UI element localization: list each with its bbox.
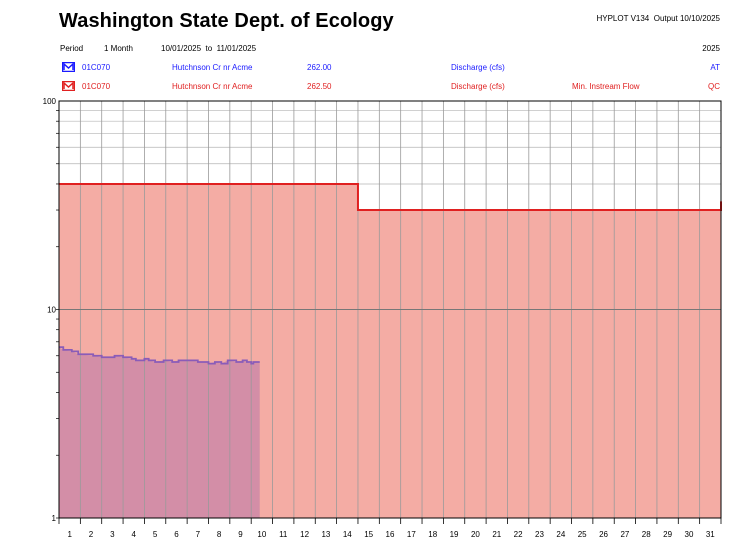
x-tick-label: 20 bbox=[471, 530, 480, 539]
x-tick-label: 11 bbox=[279, 530, 288, 539]
legend-station-1: 01C070 bbox=[82, 63, 111, 72]
series-area-discharge bbox=[59, 347, 260, 518]
series-line-discharge bbox=[59, 346, 260, 365]
legend-code-1: 262.00 bbox=[307, 63, 332, 72]
x-tick-label: 19 bbox=[450, 530, 459, 539]
year-label: 2025 bbox=[702, 44, 720, 53]
x-tick-label: 12 bbox=[300, 530, 309, 539]
program-version: HYPLOT V134 bbox=[596, 14, 650, 23]
y-tick-label: 10 bbox=[47, 306, 56, 315]
legend-note-2: Min. Instream Flow bbox=[572, 82, 640, 91]
y-axis-ticks: 1 10 100 bbox=[43, 97, 59, 523]
x-tick-label: 7 bbox=[196, 530, 201, 539]
series-areas bbox=[59, 183, 721, 518]
legend-param-2: Discharge (cfs) bbox=[451, 82, 505, 91]
legend-name-1: Hutchnson Cr nr Acme bbox=[172, 63, 253, 72]
date-to-sep: to bbox=[205, 44, 213, 53]
x-tick-label: 3 bbox=[110, 530, 115, 539]
legend-code-2: 262.50 bbox=[307, 82, 332, 91]
x-tick-label: 6 bbox=[174, 530, 179, 539]
x-tick-label: 13 bbox=[321, 530, 330, 539]
m-box-blue-icon bbox=[62, 62, 75, 72]
x-tick-label: 24 bbox=[556, 530, 565, 539]
x-tick-label: 25 bbox=[578, 530, 587, 539]
x-tick-label: 23 bbox=[535, 530, 544, 539]
x-tick-label: 26 bbox=[599, 530, 608, 539]
page-title: Washington State Dept. of Ecology bbox=[59, 10, 394, 32]
period-label: Period bbox=[60, 44, 84, 53]
m-box-red-icon bbox=[62, 81, 75, 91]
x-tick-label: 31 bbox=[706, 530, 715, 539]
legend-qc-2: QC bbox=[708, 82, 720, 91]
date-to: 11/01/2025 bbox=[216, 44, 257, 53]
legend-name-2: Hutchnson Cr nr Acme bbox=[172, 82, 253, 91]
x-axis-ticks: 1 2 3 4 5 6 7 8 9 10 11 12 13 14 15 16 17 18 19 20 21 22 23 24 2… bbox=[58, 518, 722, 539]
x-tick-label: 9 bbox=[238, 530, 243, 539]
x-tick-label: 4 bbox=[132, 530, 137, 539]
x-tick-label: 2 bbox=[89, 530, 94, 539]
y-tick-label: 1 bbox=[52, 514, 57, 523]
x-tick-label: 14 bbox=[343, 530, 352, 539]
x-tick-label: 8 bbox=[217, 530, 222, 539]
x-tick-label: 22 bbox=[514, 530, 523, 539]
y-tick-label: 100 bbox=[43, 97, 57, 106]
legend-param-1: Discharge (cfs) bbox=[451, 63, 505, 72]
x-tick-label: 5 bbox=[153, 530, 158, 539]
x-tick-label: 10 bbox=[257, 530, 266, 539]
x-tick-label: 30 bbox=[685, 530, 694, 539]
x-tick-label: 15 bbox=[364, 530, 373, 539]
x-tick-label: 17 bbox=[407, 530, 416, 539]
x-tick-label: 16 bbox=[386, 530, 395, 539]
date-from: 10/01/2025 bbox=[161, 44, 202, 53]
output-date: Output 10/10/2025 bbox=[653, 14, 720, 23]
x-tick-label: 21 bbox=[492, 530, 501, 539]
legend-qc-1: AT bbox=[710, 63, 720, 72]
x-tick-label: 18 bbox=[428, 530, 437, 539]
legend-station-2: 01C070 bbox=[82, 82, 111, 91]
x-tick-label: 27 bbox=[620, 530, 629, 539]
x-tick-label: 28 bbox=[642, 530, 651, 539]
program-info: HYPLOT V134 Output 10/10/2025 bbox=[596, 14, 720, 23]
x-tick-label: 29 bbox=[663, 530, 672, 539]
period-length: 1 Month bbox=[104, 44, 133, 53]
date-range: 10/01/2025 to 11/01/2025 bbox=[161, 44, 256, 53]
x-tick-label: 1 bbox=[67, 530, 72, 539]
